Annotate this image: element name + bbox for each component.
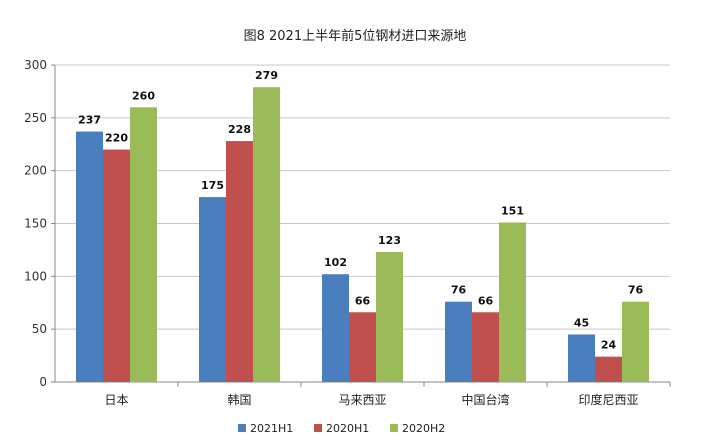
bar-2021H1-1	[199, 197, 226, 382]
chart-title: 图8 2021上半年前5位钢材进口来源地	[244, 28, 467, 44]
y-tick-label: 200	[24, 164, 47, 178]
y-tick-label: 150	[24, 217, 47, 231]
data-label: 45	[574, 316, 589, 329]
data-label: 220	[105, 132, 128, 145]
bar-2020H1-4	[595, 356, 622, 382]
data-label: 76	[628, 284, 644, 297]
data-label: 76	[451, 284, 467, 297]
data-labels: 237 220 260 175 228 279 102 66 123 76 66 151 45 24 76	[78, 69, 643, 351]
data-label: 66	[478, 294, 494, 307]
bar-2020H1-0	[103, 149, 130, 382]
y-tick-label: 50	[32, 322, 47, 336]
bar-2021H1-3	[445, 301, 472, 382]
legend-label: 2020H1	[326, 422, 369, 435]
y-tick-labels: 0 50 100 150 200 250 300	[24, 58, 47, 389]
data-label: 66	[355, 294, 371, 307]
data-label: 279	[255, 69, 278, 82]
legend-swatch	[238, 424, 246, 432]
bar-2020H2-0	[130, 107, 157, 383]
bar-2020H1-2	[349, 312, 376, 382]
legend-swatch	[314, 424, 322, 432]
y-tick-label: 0	[39, 375, 47, 389]
x-tick-label: 韩国	[227, 392, 251, 407]
gridlines	[55, 64, 670, 330]
data-label: 175	[201, 179, 224, 192]
data-label: 151	[501, 204, 524, 217]
legend: 2021H1 2020H1 2020H2	[238, 422, 445, 435]
bar-2020H2-4	[622, 301, 649, 382]
bar-2021H1-0	[76, 131, 103, 382]
x-tick-labels: 日本 韩国 马来西亚 中国台湾 印度尼西亚	[104, 392, 638, 407]
bar-2020H2-3	[499, 222, 526, 382]
bar-2020H2-2	[376, 252, 403, 382]
x-tick-label: 马来西亚	[338, 393, 386, 407]
bar-2021H1-2	[322, 274, 349, 382]
y-tick-label: 100	[24, 269, 47, 283]
data-label: 228	[228, 123, 251, 136]
bars	[76, 87, 649, 383]
legend-label: 2020H2	[402, 422, 445, 435]
bar-2020H1-3	[472, 312, 499, 382]
data-label: 123	[378, 234, 401, 247]
x-tick-label: 中国台湾	[461, 392, 509, 407]
data-label: 237	[78, 114, 101, 127]
y-tick-label: 250	[24, 111, 47, 125]
bar-2021H1-4	[568, 334, 595, 382]
y-tick-label: 300	[24, 58, 47, 72]
legend-swatch	[390, 424, 398, 432]
bar-2020H1-1	[226, 141, 253, 382]
x-tick-label: 印度尼西亚	[578, 392, 638, 407]
data-label: 260	[132, 89, 155, 102]
x-tick-label: 日本	[104, 393, 128, 407]
bar-2020H2-1	[253, 87, 280, 382]
legend-label: 2021H1	[250, 422, 293, 435]
data-label: 102	[324, 256, 347, 269]
data-label: 24	[601, 339, 617, 352]
